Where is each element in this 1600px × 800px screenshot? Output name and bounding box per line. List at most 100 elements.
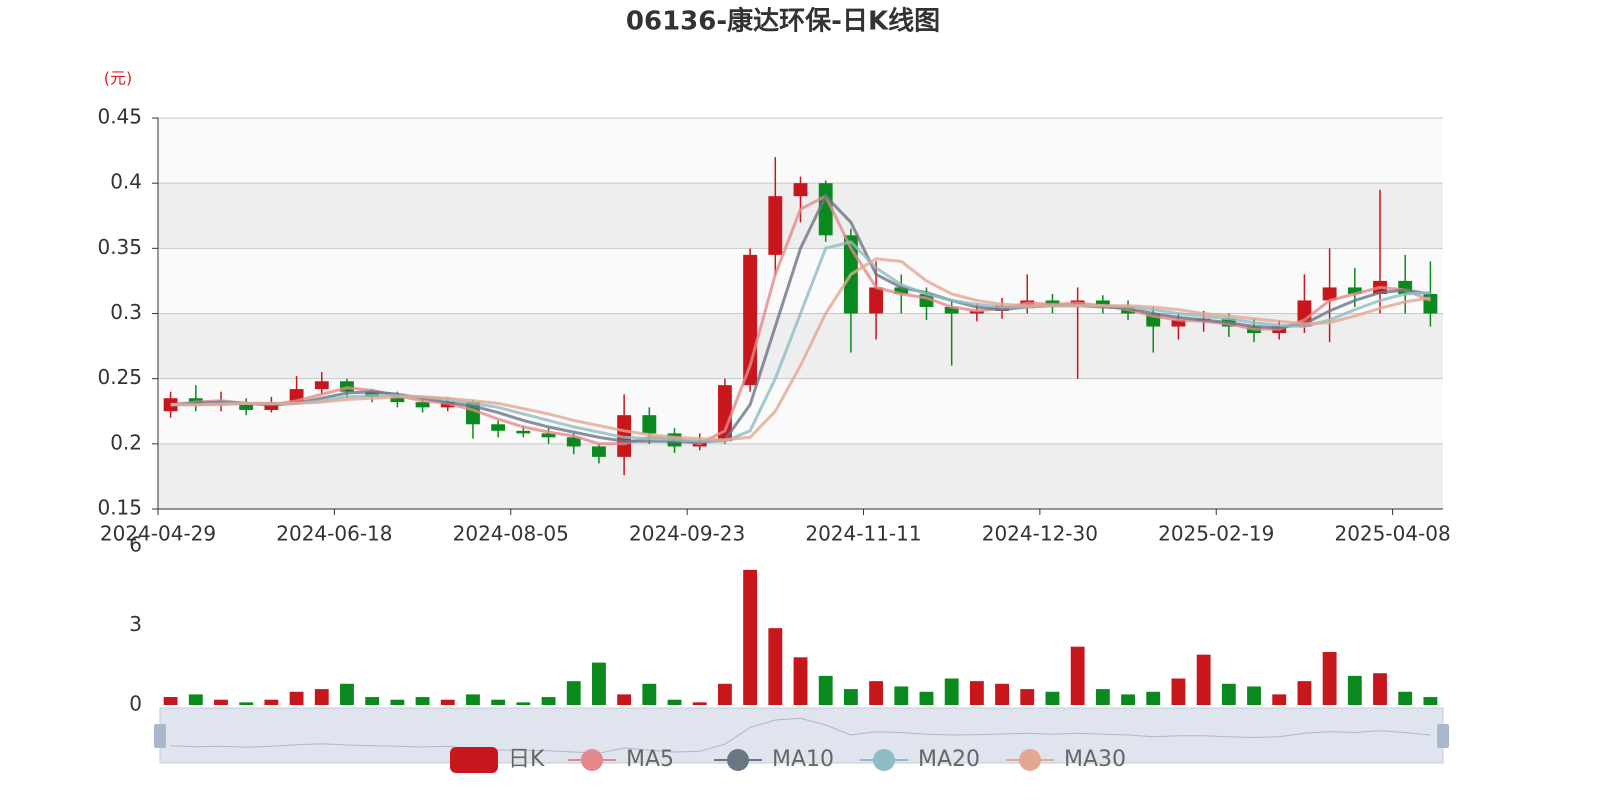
legend-item[interactable]: MA20: [860, 747, 980, 772]
y-tick-label: 0.2: [110, 430, 142, 454]
volume-bar: [440, 699, 455, 705]
volume-tick-label: 6: [129, 533, 142, 557]
slider-overview: [170, 717, 1431, 754]
candle-body: [818, 183, 833, 236]
volume-bar: [1373, 673, 1387, 705]
volume-bar: [717, 683, 732, 705]
x-tick-label: 2024-12-30: [982, 522, 1098, 546]
x-tick-label: 2024-08-05: [453, 522, 569, 546]
legend-icon: [727, 749, 749, 771]
candle-body: [491, 424, 506, 431]
y-tick-label: 0.4: [110, 170, 142, 194]
volume-bar: [466, 694, 480, 705]
volume-bar: [1423, 697, 1438, 705]
volume-bar: [1146, 691, 1161, 705]
volume-bar: [793, 657, 808, 705]
volume-bar: [667, 699, 682, 705]
candle-body: [1347, 287, 1362, 294]
volume-bar: [995, 683, 1009, 705]
volume-bar: [289, 691, 304, 705]
legend-label: 日K: [508, 747, 545, 772]
volume-bar: [969, 681, 984, 705]
x-tick-label: 2024-09-23: [629, 522, 745, 546]
volume-bar: [1196, 654, 1211, 705]
x-tick-label: 2025-04-08: [1334, 522, 1450, 546]
volume-bar: [1221, 683, 1236, 705]
volume-bar: [592, 662, 606, 705]
volume-bar: [541, 697, 556, 705]
candle-body: [239, 402, 254, 410]
volume-bar: [264, 699, 279, 705]
volume-bar: [944, 678, 959, 705]
zoom-slider[interactable]: [159, 707, 1444, 764]
slider-handle[interactable]: [1437, 724, 1449, 748]
volume-bar: [1247, 686, 1261, 705]
y-unit: (元): [104, 69, 133, 88]
volume-bar: [869, 681, 884, 705]
volume-bar: [1020, 689, 1035, 705]
volume-bar: [1297, 681, 1312, 705]
volume-bar: [1398, 691, 1413, 705]
volume-bar: [768, 628, 783, 705]
volume-bar: [566, 681, 581, 705]
y-tick-label: 0.3: [110, 300, 142, 324]
x-tick-label: 2024-11-11: [805, 522, 921, 546]
volume-bar: [390, 699, 405, 705]
volume-bar: [214, 699, 228, 705]
volume-bar: [894, 686, 909, 705]
y-tick-label: 0.35: [97, 235, 142, 259]
volume-bar: [743, 569, 758, 705]
volume-bar: [188, 694, 203, 705]
legend-icon: [1019, 749, 1041, 771]
candle-body: [717, 385, 732, 442]
legend-label: MA10: [772, 747, 834, 772]
candle-body: [163, 398, 178, 412]
volume-tick-label: 3: [129, 612, 142, 636]
grid-band: [158, 248, 1443, 314]
y-tick-label: 0.25: [97, 365, 142, 389]
candle-body: [869, 287, 884, 314]
candle-body: [944, 306, 959, 314]
volume-bar: [617, 694, 632, 705]
legend-item[interactable]: 日K: [450, 747, 545, 773]
candle-body: [516, 430, 531, 434]
candle-body: [1095, 300, 1110, 307]
grid-band: [158, 118, 1443, 184]
volume-bar: [1121, 694, 1135, 705]
y-tick-label: 0.45: [97, 105, 142, 129]
volume-bar: [365, 697, 380, 705]
candle-body: [793, 183, 808, 197]
x-tick-label: 2024-06-18: [276, 522, 392, 546]
volume-bar: [1045, 691, 1060, 705]
candle-body: [390, 396, 405, 403]
volume-bar: [843, 689, 858, 705]
y-tick-label: 0.15: [97, 496, 142, 520]
volume-bar: [1347, 675, 1362, 705]
candle-body: [1322, 287, 1337, 301]
candle-body: [1171, 320, 1186, 327]
volume-bar: [340, 683, 354, 705]
candle-body: [642, 415, 657, 434]
candle-body: [566, 437, 581, 447]
volume-bar: [314, 689, 329, 705]
x-tick-label: 2024-04-29: [100, 522, 216, 546]
legend-item[interactable]: MA5: [568, 747, 674, 772]
x-tick-label: 2025-02-19: [1158, 522, 1274, 546]
volume-bar: [1272, 694, 1287, 705]
candle-body: [314, 381, 329, 390]
legend-item[interactable]: MA30: [1006, 747, 1126, 772]
volume-bar: [1095, 689, 1110, 705]
volume-bar: [239, 702, 254, 705]
chart-title: 06136-康达环保-日K线图: [626, 6, 940, 37]
candle-body: [592, 446, 606, 457]
volume-bar: [692, 702, 707, 705]
ma-line: [170, 193, 1431, 445]
legend-item[interactable]: MA10: [714, 747, 834, 772]
legend-label: MA5: [626, 747, 674, 772]
legend-icon: [873, 749, 895, 771]
slider-handle[interactable]: [154, 724, 166, 748]
volume-bar: [415, 697, 430, 705]
volume-tick-label: 0: [129, 692, 142, 716]
